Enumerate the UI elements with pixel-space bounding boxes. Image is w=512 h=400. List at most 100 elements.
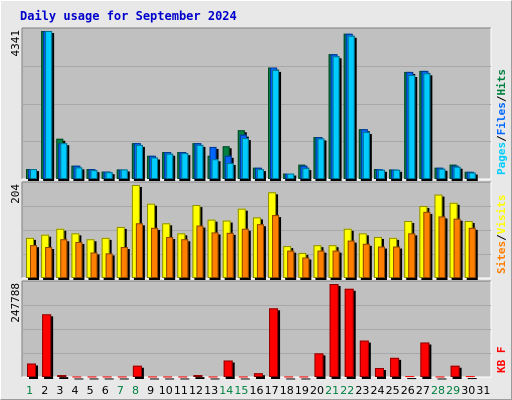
sites-bar — [181, 239, 191, 280]
day-label: 16 — [250, 384, 264, 397]
sites-bar — [317, 250, 327, 280]
day-label: 7 — [117, 384, 124, 397]
legend-separator: / — [495, 95, 508, 102]
kbytes-bar — [253, 373, 265, 379]
kbytes-bar — [57, 375, 69, 379]
sites-ymax-label: 204 — [9, 184, 22, 204]
kbytes-bar — [344, 288, 356, 379]
pages-bar — [256, 169, 266, 181]
hits-ymax-label: 4341 — [9, 30, 22, 57]
pages-bar — [377, 169, 387, 181]
pages-bar — [30, 169, 39, 181]
pages-bar — [347, 35, 357, 181]
kbytes-bar — [329, 284, 341, 379]
kbytes-bar — [223, 360, 235, 379]
sites-bar — [75, 241, 85, 280]
day-label: 20 — [310, 384, 324, 397]
pages-bar — [211, 159, 221, 181]
kbytes-legend: KB F — [495, 347, 508, 374]
sites-bar — [135, 223, 145, 280]
sites-bar — [30, 245, 39, 280]
legend-entry: KB F — [495, 347, 508, 374]
pages-bar — [241, 138, 251, 181]
kbytes-bar — [208, 376, 220, 380]
sites-bar — [90, 252, 100, 280]
pages-bar — [151, 157, 161, 181]
day-label: 3 — [56, 384, 63, 397]
sites-bar — [151, 227, 161, 280]
pages-bar — [393, 169, 403, 181]
kbytes-bar — [314, 353, 326, 379]
pages-bar — [135, 144, 145, 181]
day-label: 6 — [102, 384, 109, 397]
sites-bar — [347, 240, 357, 280]
pages-bar — [287, 173, 297, 181]
kbytes-bar — [193, 375, 205, 379]
day-label: 11 — [174, 384, 188, 397]
legend-entry: Sites — [495, 241, 508, 274]
sites-bar — [393, 246, 403, 280]
kbytes-bar — [238, 376, 250, 380]
sites-bar — [241, 228, 251, 280]
pages-bar — [272, 69, 282, 181]
sites-bar — [45, 247, 55, 280]
day-label: 22 — [340, 384, 354, 397]
day-label: 1 — [26, 384, 33, 397]
pages-bar — [302, 168, 312, 181]
day-label: 25 — [386, 384, 400, 397]
sites-bar — [166, 236, 176, 280]
day-label: 12 — [189, 384, 203, 397]
kbytes-bar — [299, 376, 311, 380]
sites-bar — [438, 216, 448, 280]
kbytes-bar — [27, 363, 38, 379]
sites-bar — [272, 215, 282, 280]
kbytes-bar — [390, 357, 402, 379]
kbytes-bar — [87, 376, 99, 380]
kbytes-bar — [163, 376, 175, 380]
kbytes-bar — [284, 376, 296, 380]
sites-bar — [120, 247, 130, 280]
day-label: 29 — [446, 384, 460, 397]
legend-entry: Files — [495, 102, 508, 135]
sites-bar — [362, 243, 372, 280]
day-label: 13 — [204, 384, 218, 397]
day-label: 4 — [71, 384, 78, 397]
sites-bar — [256, 224, 266, 280]
kbytes-bar — [435, 376, 447, 380]
sites-bar — [377, 246, 387, 280]
pages-bar — [105, 172, 115, 181]
kbytes-bar — [450, 365, 462, 379]
sites-bar — [287, 250, 297, 280]
day-label: 10 — [159, 384, 173, 397]
kbytes-bar — [42, 314, 54, 379]
pages-bar — [438, 168, 448, 181]
pages-bar — [226, 162, 236, 181]
kbytes-bar — [359, 340, 371, 379]
pages-bar — [468, 172, 478, 181]
day-label: 21 — [325, 384, 339, 397]
day-label: 5 — [87, 384, 94, 397]
pages-bar — [332, 56, 342, 181]
sites-bar — [453, 218, 463, 280]
sites-bar — [211, 232, 221, 280]
legend-separator: / — [495, 135, 508, 142]
day-label: 26 — [401, 384, 415, 397]
pages-bar — [317, 138, 327, 181]
day-label: 31 — [476, 384, 490, 397]
kbytes-bar — [420, 342, 432, 379]
pages-bar — [362, 131, 372, 181]
sites-bar — [226, 232, 236, 280]
pages-bar — [90, 170, 100, 181]
sites-bar — [105, 253, 115, 280]
pages-bar — [75, 167, 85, 181]
pages-bar — [196, 144, 206, 181]
sites-bar — [468, 227, 478, 280]
day-label: 2 — [41, 384, 48, 397]
kbytes-bar — [465, 376, 477, 380]
sites-bar — [196, 225, 206, 280]
sites-legend: Sites/Visits — [495, 195, 508, 275]
pages-bar — [423, 73, 433, 181]
legend-entry: Visits — [495, 195, 508, 235]
